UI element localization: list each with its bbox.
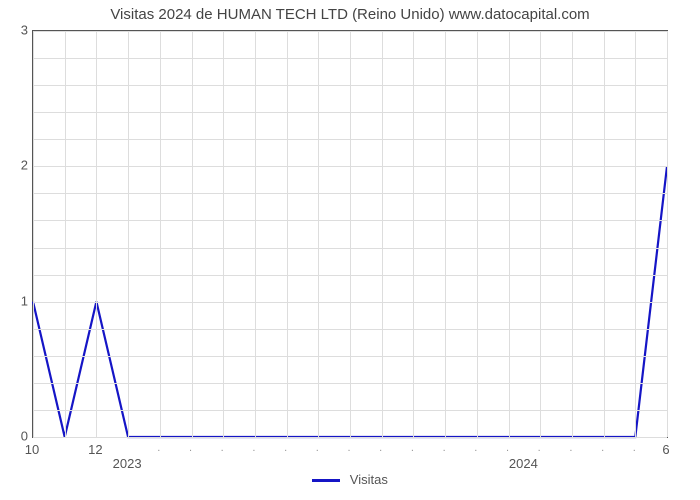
gridline-v [445,31,446,437]
gridline-v [255,31,256,437]
gridline-v [413,31,414,437]
x-tick-minor: . [474,442,477,454]
x-tick-minor: . [252,442,255,454]
x-tick-label: 10 [25,442,39,457]
gridline-v [477,31,478,437]
plot-area [32,30,668,438]
gridline-v [96,31,97,437]
x-tick-minor: . [316,442,319,454]
x-tick-label: 12 [88,442,102,457]
gridline-v [160,31,161,437]
x-tick-minor: . [221,442,224,454]
gridline-h-major [33,437,667,438]
gridline-v [128,31,129,437]
gridline-v [540,31,541,437]
y-tick-label: 3 [10,23,28,38]
y-tick-label: 2 [10,158,28,173]
x-tick-label: 6 [662,442,669,457]
x-tick-minor: . [157,442,160,454]
gridline-v [223,31,224,437]
chart-title: Visitas 2024 de HUMAN TECH LTD (Reino Un… [0,0,700,26]
gridline-v [667,31,668,437]
x-tick-minor: . [284,442,287,454]
gridline-v [604,31,605,437]
gridline-v [287,31,288,437]
gridline-v [509,31,510,437]
x-tick-minor: . [538,442,541,454]
x-tick-minor: . [633,442,636,454]
x-tick-minor: . [569,442,572,454]
x-tick-minor: . [379,442,382,454]
gridline-v [192,31,193,437]
gridline-v [572,31,573,437]
x-tick-minor: . [411,442,414,454]
legend-label: Visitas [350,472,388,487]
gridline-v [635,31,636,437]
gridline-v [65,31,66,437]
legend-swatch [312,479,340,482]
gridline-v [350,31,351,437]
gridline-v [318,31,319,437]
x-tick-minor: . [189,442,192,454]
chart-container: Visitas 2024 de HUMAN TECH LTD (Reino Un… [0,0,700,500]
x-category-label: 2023 [113,456,142,471]
x-tick-minor: . [601,442,604,454]
y-tick-label: 1 [10,293,28,308]
x-tick-minor: . [347,442,350,454]
legend: Visitas [0,472,700,487]
x-tick-minor: . [443,442,446,454]
x-category-label: 2024 [509,456,538,471]
gridline-v [382,31,383,437]
x-tick-minor: . [506,442,509,454]
gridline-v [33,31,34,437]
